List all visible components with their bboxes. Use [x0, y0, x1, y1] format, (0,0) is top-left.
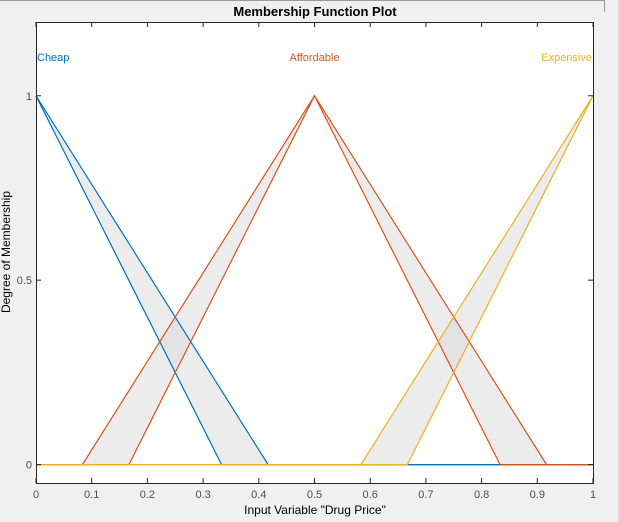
y-tick-label: 0 — [26, 460, 32, 472]
x-tick-label: 0.1 — [84, 489, 99, 501]
y-tick-label: 0.5 — [17, 275, 32, 287]
affordable-band — [82, 95, 547, 465]
x-tick-label: 0 — [33, 489, 39, 501]
y-axis-label: Degree of Membership — [0, 191, 13, 313]
window-edge — [618, 0, 620, 522]
y-tick-label: 1 — [26, 91, 32, 103]
y-axis-ticks: 00.51 — [17, 91, 593, 472]
x-tick-label: 0.8 — [474, 489, 489, 501]
series-lines — [35, 94, 594, 466]
x-tick-label: 0.6 — [363, 489, 378, 501]
x-tick-label: 0.4 — [251, 489, 266, 501]
x-axis-ticks: 0 0.1 0.2 0.3 0.4 0.5 0.6 0.7 0.8 0.9 1 — [33, 22, 596, 501]
x-tick-label: 0.7 — [418, 489, 433, 501]
x-tick-label: 1 — [590, 489, 596, 501]
x-axis-label: Input Variable "Drug Price" — [244, 503, 386, 517]
expensive-label: Expensive — [541, 52, 592, 64]
mf-labels: Cheap Affordable Expensive — [37, 52, 592, 64]
chart-title: Membership Function Plot — [233, 4, 397, 19]
x-tick-label: 0.9 — [530, 489, 545, 501]
window-border-top — [0, 0, 604, 1]
cheap-label: Cheap — [37, 52, 69, 64]
expensive-lower-line — [36, 95, 594, 466]
window-border-right — [604, 0, 605, 12]
x-tick-label: 0.2 — [140, 489, 155, 501]
x-tick-label: 0.3 — [195, 489, 210, 501]
x-tick-label: 0.5 — [307, 489, 322, 501]
affordable-label: Affordable — [290, 52, 340, 64]
